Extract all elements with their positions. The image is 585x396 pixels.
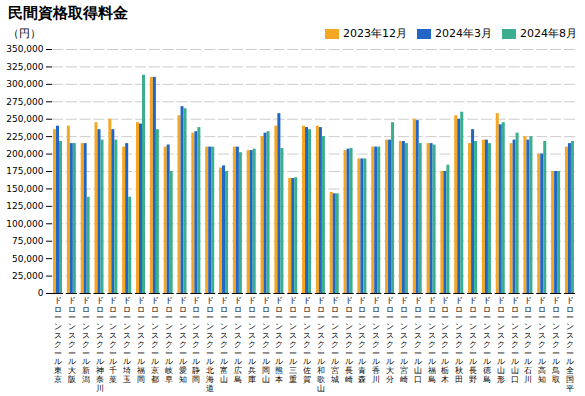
svg-text:0: 0 [38,288,44,298]
svg-text:ドローンスクール大分: ドローンスクール大分 [386,296,394,384]
svg-text:ドローンスクール埼玉: ドローンスクール埼玉 [122,296,131,384]
svg-text:ドローンスクール山口: ドローンスクール山口 [511,296,519,384]
svg-text:ドローンスクール鳥取: ドローンスクール鳥取 [551,296,560,384]
svg-text:ドローンスクール東京: ドローンスクール東京 [54,296,62,384]
svg-text:ドローンスクール富山: ドローンスクール富山 [220,296,228,384]
svg-text:25,000: 25,000 [12,271,44,281]
svg-text:ドローンスクール長崎: ドローンスクール長崎 [345,296,353,384]
html-text:2024年8月: 2024年8月 [520,27,577,40]
svg-text:150,000: 150,000 [6,184,43,194]
svg-text:ドローンスクール大阪: ドローンスクール大阪 [68,296,76,384]
svg-text:ドローンスクール新潟: ドローンスクール新潟 [82,296,90,384]
svg-text:ドローンスクール宮崎: ドローンスクール宮崎 [400,296,408,384]
html-text:2024年3月: 2024年3月 [435,27,492,40]
html-text:民間資格取得料金: 民間資格取得料金 [8,4,128,22]
svg-text:ドローンスクール長野: ドローンスクール長野 [469,296,477,384]
svg-text:ドローンスクール三重: ドローンスクール三重 [289,296,297,384]
svg-text:ドローンスクール青森: ドローンスクール青森 [358,296,366,384]
svg-text:125,000: 125,000 [6,201,43,211]
svg-text:75,000: 75,000 [12,236,44,246]
svg-text:ドローンスクール香川: ドローンスクール香川 [372,296,380,384]
svg-text:ドローンスクール広島: ドローンスクール広島 [234,296,242,384]
svg-text:300,000: 300,000 [6,79,43,89]
svg-text:250,000: 250,000 [6,114,43,124]
svg-text:ドローンスクール福島: ドローンスクール福島 [428,296,436,384]
html-text:（円）: （円） [8,27,41,40]
svg-text:175,000: 175,000 [6,166,43,176]
svg-text:ドローンスクール和歌山: ドローンスクール和歌山 [317,296,325,393]
svg-text:ドローンスクール愛知: ドローンスクール愛知 [179,296,187,384]
svg-text:ドローンスクール宮城: ドローンスクール宮城 [330,296,339,384]
svg-text:ドローンスクール神奈川: ドローンスクール神奈川 [96,296,104,393]
svg-text:ドローンスクール静岡: ドローンスクール静岡 [192,296,200,384]
svg-text:50,000: 50,000 [12,254,44,264]
svg-text:ドローンスクール京都: ドローンスクール京都 [151,296,159,384]
svg-text:ドローンスクール全国平均: ドローンスクール全国平均 [565,296,574,393]
svg-text:350,000: 350,000 [6,44,43,54]
svg-text:200,000: 200,000 [6,149,43,159]
svg-text:ドローンスクール高知: ドローンスクール高知 [538,296,546,384]
svg-text:100,000: 100,000 [6,219,43,229]
svg-text:ドローンスクール山形: ドローンスクール山形 [497,296,505,384]
svg-text:ドローンスクール徳島: ドローンスクール徳島 [483,296,491,384]
svg-text:ドローンスクール岡山: ドローンスクール岡山 [262,296,270,384]
svg-text:ドローンスクール栃木: ドローンスクール栃木 [441,296,449,384]
svg-text:275,000: 275,000 [6,97,43,107]
svg-text:ドローンスクール福岡: ドローンスクール福岡 [137,296,145,384]
svg-text:ドローンスクール千葉: ドローンスクール千葉 [109,296,117,384]
svg-text:ドローンスクール北海道: ドローンスクール北海道 [206,296,214,393]
svg-text:225,000: 225,000 [6,132,43,142]
svg-text:ドローンスクール熊本: ドローンスクール熊本 [275,296,283,384]
svg-text:325,000: 325,000 [6,62,43,72]
svg-text:ドローンスクール山口: ドローンスクール山口 [414,296,422,384]
html-text:2023年12月: 2023年12月 [343,27,407,40]
svg-text:ドローンスクール石川: ドローンスクール石川 [524,296,532,384]
svg-text:ドローンスクール佐賀: ドローンスクール佐賀 [303,296,311,384]
svg-text:ドローンスクール兵庫: ドローンスクール兵庫 [248,296,256,384]
svg-text:ドローンスクール秋田: ドローンスクール秋田 [455,296,463,384]
svg-text:ドローンスクール岐阜: ドローンスクール岐阜 [165,296,173,384]
